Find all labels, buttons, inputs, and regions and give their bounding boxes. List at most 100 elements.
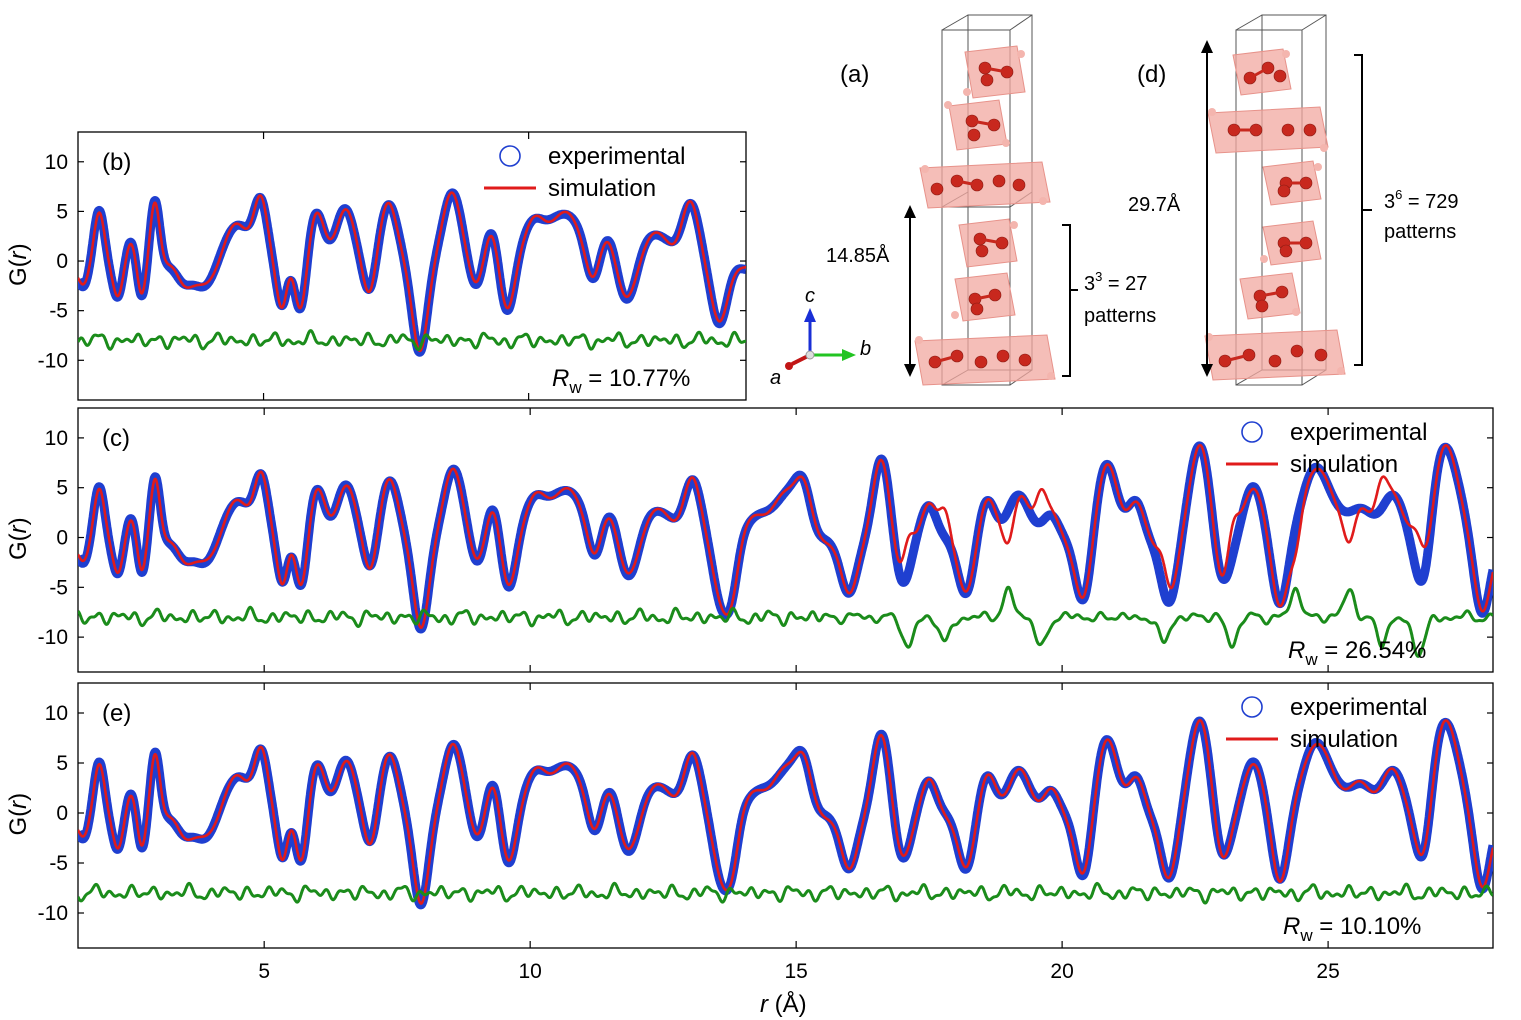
structure-a-schematic: 14.85Å 33 = 27 patterns (a) xyxy=(826,14,1156,386)
atom xyxy=(1277,184,1291,198)
arrow-head-up xyxy=(904,205,916,218)
legend-simulation-label: simulation xyxy=(548,175,656,202)
atom xyxy=(930,182,944,196)
cell-edge xyxy=(1009,14,1033,31)
legend-simulation-label: simulation xyxy=(1290,451,1398,478)
a-axis-head xyxy=(785,362,793,370)
atom-small xyxy=(944,101,952,109)
bond xyxy=(934,354,958,364)
c-axis-label: c xyxy=(805,285,815,307)
octahedral-layer xyxy=(963,45,1026,99)
atom-small xyxy=(1010,221,1018,229)
legend-experimental-marker xyxy=(1241,421,1263,443)
simulation-series xyxy=(78,719,1493,905)
atom xyxy=(1268,354,1282,368)
y-tick-label: 10 xyxy=(45,151,68,174)
atom xyxy=(1281,123,1295,137)
crystal-axes: c b a xyxy=(770,285,871,389)
structure-a-layers xyxy=(914,45,1056,386)
pattern-word-d: patterns xyxy=(1384,221,1456,243)
pattern-count-a: 33 = 27 xyxy=(1084,269,1147,295)
bond xyxy=(1249,66,1269,80)
y-tick-label: 0 xyxy=(56,250,68,273)
atom xyxy=(967,128,981,142)
arrow-head-down xyxy=(1201,364,1213,377)
c-axis-head xyxy=(804,308,816,322)
experimental-series xyxy=(78,716,1493,910)
bond xyxy=(956,179,978,187)
x-tick-label: 5 xyxy=(258,960,270,983)
y-tick-label: 5 xyxy=(56,200,68,223)
bond xyxy=(984,66,1008,74)
octahedral-layer xyxy=(1239,272,1301,320)
rw-label: Rw = 10.10% xyxy=(1283,913,1421,945)
arrow-head-down xyxy=(904,364,916,377)
structure-d-layers xyxy=(1204,48,1346,381)
octahedral-layer xyxy=(1232,48,1292,96)
panel-label: (c) xyxy=(102,425,130,452)
y-axis-label: G(r) xyxy=(5,793,32,836)
plot-frame xyxy=(77,682,1494,949)
y-tick-label: 0 xyxy=(56,527,68,550)
atom xyxy=(1018,353,1032,367)
octahedron-face xyxy=(1207,106,1329,154)
cell-edge xyxy=(1235,14,1263,31)
atom-small xyxy=(1292,308,1300,316)
atom-small xyxy=(1039,197,1047,205)
panel-c: 10 5 0 -5 -10 G(r) (c) experimental simulation Rw… xyxy=(5,407,1494,673)
panel-label-a: (a) xyxy=(840,61,869,88)
y-tick-label: -5 xyxy=(49,852,68,875)
experimental-series xyxy=(78,441,1493,634)
atom xyxy=(1255,299,1269,313)
y-tick-label: -5 xyxy=(49,576,68,599)
y-tick-label: 10 xyxy=(45,427,68,450)
panel-e: 10 5 0 -5 -10 5 10 15 20 25 G(r) (e) experimental sim… xyxy=(5,682,1494,983)
atom-small xyxy=(1337,367,1345,375)
height-label-a: 14.85Å xyxy=(826,244,890,267)
atom-small xyxy=(1320,144,1328,152)
legend-experimental-marker xyxy=(499,145,521,167)
pattern-count-d: 36 = 729 xyxy=(1384,187,1459,213)
octahedral-layer xyxy=(1207,106,1329,154)
legend-experimental-label: experimental xyxy=(1290,694,1427,721)
atom-small xyxy=(921,165,929,173)
panel-b: 10 5 0 -5 -10 G(r) (b) experimental simulation Rw… xyxy=(5,131,747,401)
octahedral-layer xyxy=(958,218,1018,268)
bond xyxy=(1259,290,1283,298)
octahedral-layer xyxy=(914,334,1056,386)
atom xyxy=(1012,178,1026,192)
bond xyxy=(979,237,1003,245)
y-tick-label: -10 xyxy=(38,902,68,925)
atom xyxy=(970,302,984,316)
series-group xyxy=(78,716,1493,910)
atom-small xyxy=(1282,50,1290,58)
atom-small xyxy=(1314,163,1322,171)
plot-frame xyxy=(77,131,747,401)
rw-label: Rw = 10.77% xyxy=(552,365,690,397)
atom-small xyxy=(1208,108,1216,116)
b-axis-label: b xyxy=(860,338,871,360)
difference-series xyxy=(78,881,1493,905)
atom xyxy=(1290,344,1304,358)
octahedron-face xyxy=(919,161,1051,209)
arrow-head-up xyxy=(1201,40,1213,53)
atom xyxy=(996,349,1010,363)
octahedral-layer xyxy=(1260,220,1322,266)
a-axis-label: a xyxy=(770,367,781,389)
octahedral-layer xyxy=(1204,329,1346,381)
x-axis-label: r (Å) xyxy=(760,990,807,1018)
x-tick-label: 25 xyxy=(1316,960,1339,983)
experimental-series xyxy=(78,188,746,357)
atom xyxy=(980,73,994,87)
y-tick-label: 5 xyxy=(56,477,68,500)
panel-label-d: (d) xyxy=(1137,61,1166,88)
rw-label: Rw = 26.54% xyxy=(1288,637,1426,669)
y-axis-label: G(r) xyxy=(5,517,32,560)
octahedral-layer xyxy=(951,272,1016,322)
atom-small xyxy=(1047,372,1055,380)
y-tick-label: 10 xyxy=(45,702,68,725)
legend-simulation-label: simulation xyxy=(1290,726,1398,753)
simulation-series xyxy=(78,191,746,353)
legend-experimental-label: experimental xyxy=(548,143,685,170)
atom xyxy=(992,174,1006,188)
